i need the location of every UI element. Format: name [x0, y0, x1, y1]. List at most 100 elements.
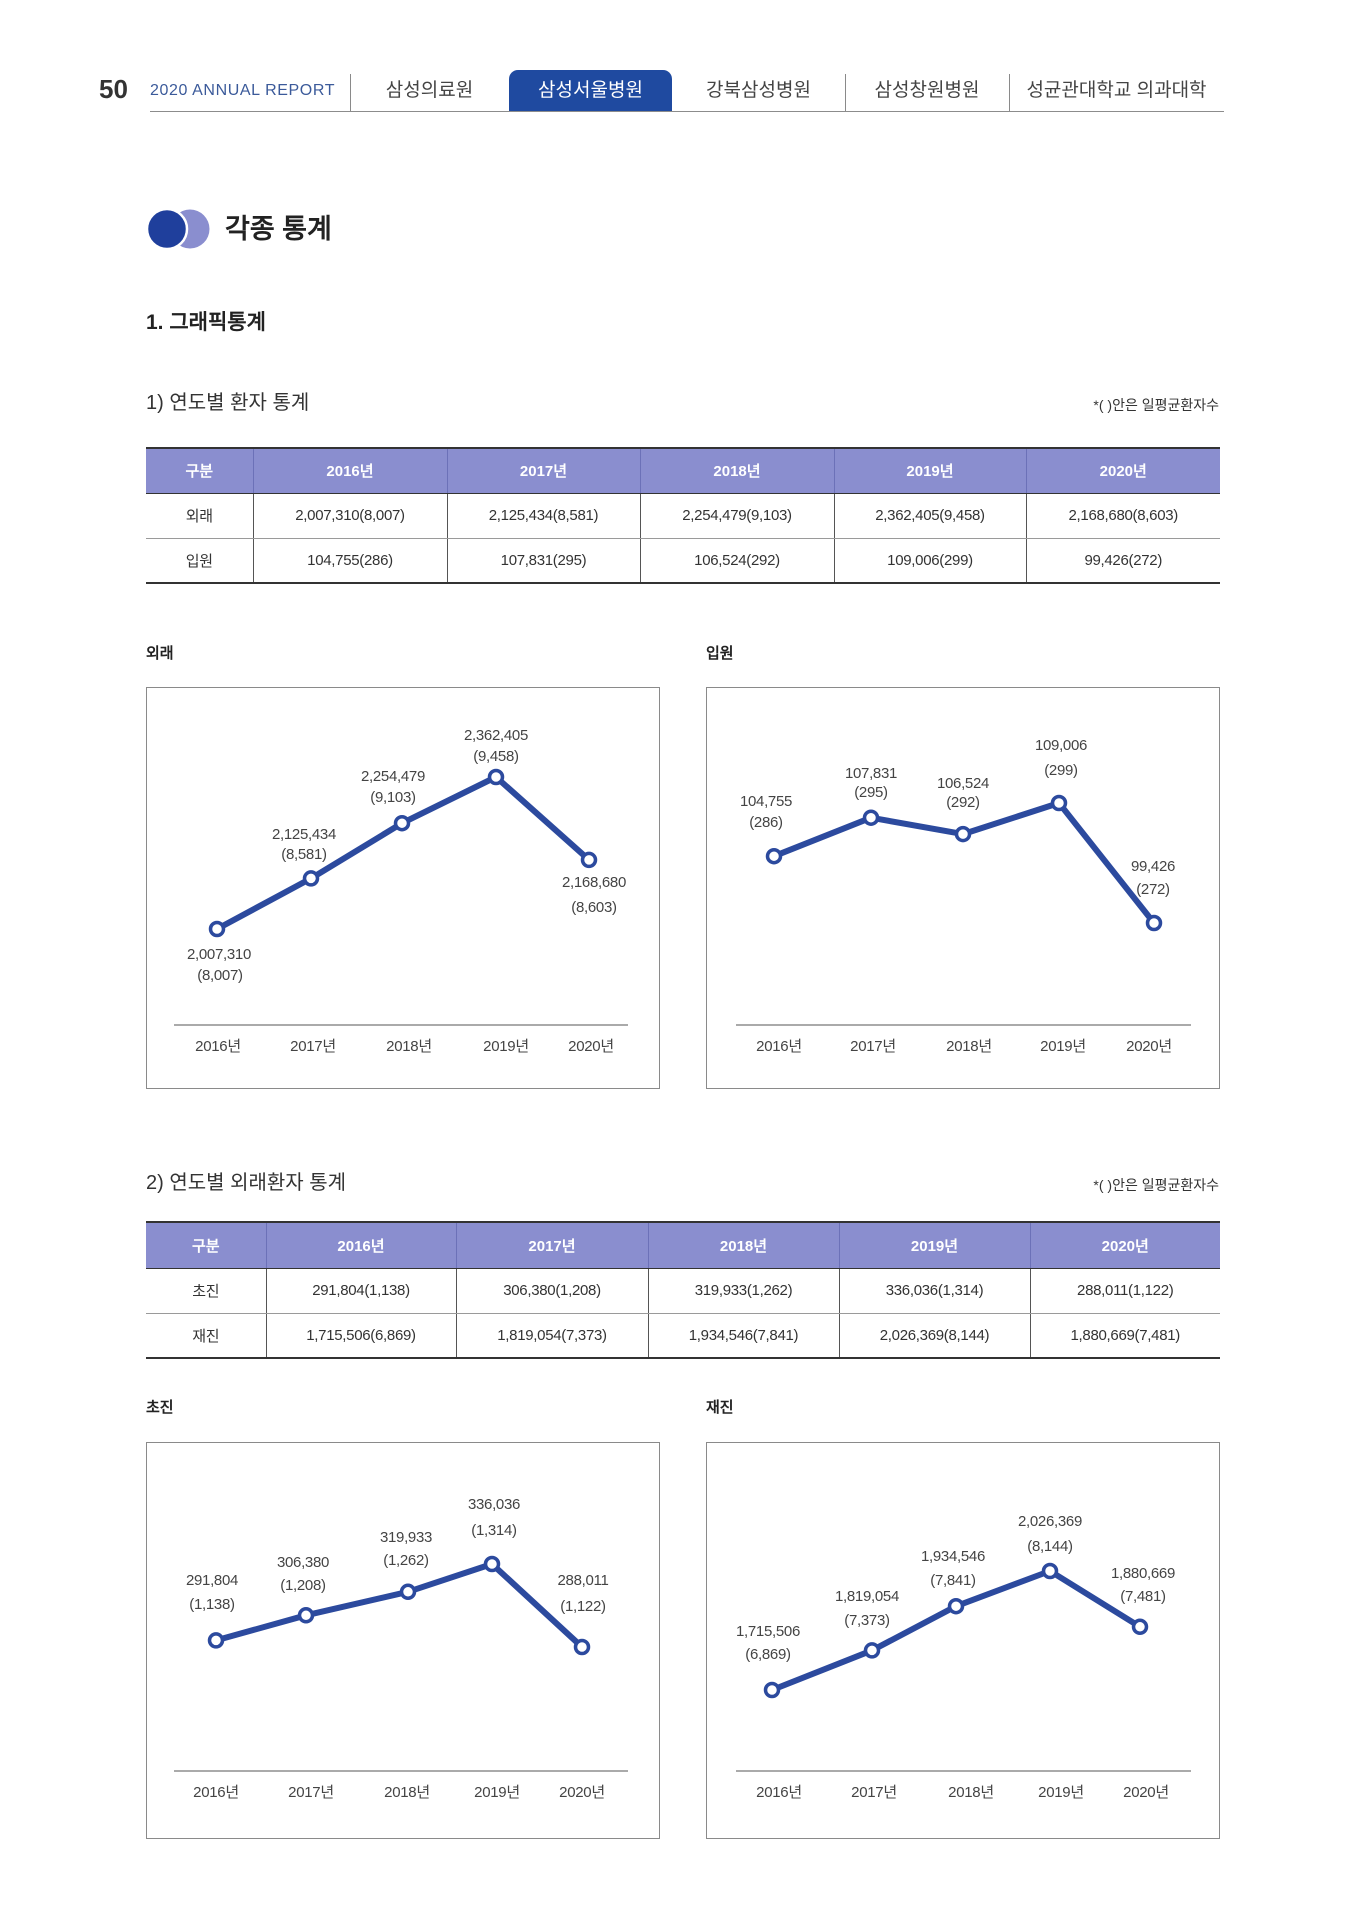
table-header-cell: 2017년 [446, 448, 640, 494]
x-tick-label: 2016년 [756, 1784, 802, 1801]
inpatient-chart: 104,755 (286) 107,831 (295) 106,524 (292) 109,… [706, 687, 1220, 1089]
daily-average-note: *( )안은 일평균환자수 [1093, 1177, 1219, 1193]
table-cell: 107,831(295) [446, 538, 640, 583]
value-label: 99,426 [1131, 858, 1175, 875]
tab-samsung-seoul-hospital[interactable]: 삼성서울병원 [509, 70, 672, 111]
x-tick-label: 2020년 [1123, 1784, 1169, 1801]
daily-average-label: (1,122) [560, 1598, 606, 1615]
data-point [573, 1638, 591, 1656]
table-cell: 1,715,506(6,869) [265, 1313, 456, 1358]
table-header-cell: 2020년 [1025, 448, 1220, 494]
section-title: 각종 통계 [225, 214, 332, 244]
daily-average-label: (1,208) [280, 1577, 326, 1594]
daily-average-label: (272) [1136, 881, 1170, 898]
data-point [393, 814, 411, 832]
daily-average-label: (1,138) [189, 1596, 235, 1613]
table-header-cell: 2017년 [455, 1222, 648, 1269]
value-label: 109,006 [1035, 737, 1087, 754]
header-divider [150, 111, 1224, 112]
data-point [1050, 794, 1068, 812]
data-point [207, 1632, 225, 1649]
data-point [487, 768, 505, 786]
table-cell: 306,380(1,208) [455, 1268, 648, 1314]
table-header-cell: 2019년 [833, 448, 1026, 494]
value-label: 1,819,054 [835, 1588, 899, 1605]
value-label: 319,933 [380, 1529, 432, 1546]
table-header-cell: 구분 [146, 448, 253, 494]
daily-average-label: (286) [749, 814, 783, 831]
daily-average-label: (9,103) [370, 789, 416, 806]
table-header-row: 구분 2016년 2017년 2018년 2019년 2020년 [146, 448, 1220, 494]
value-label: 1,934,546 [921, 1548, 985, 1565]
series-line [771, 800, 1157, 926]
daily-average-label: (8,581) [281, 846, 327, 863]
table-header-cell: 2016년 [265, 1222, 456, 1269]
tab-divider [845, 74, 846, 111]
x-tick-label: 2020년 [1126, 1038, 1172, 1055]
data-point [483, 1555, 501, 1573]
value-label: 288,011 [557, 1572, 608, 1589]
table-row: 초진 291,804(1,138) 306,380(1,208) 319,933… [146, 1268, 1220, 1314]
daily-average-label: (292) [946, 794, 980, 811]
daily-average-label: (7,373) [844, 1612, 890, 1629]
value-label: 107,831 [845, 765, 897, 782]
tab-samsung-medical-center[interactable]: 삼성의료원 [385, 80, 474, 101]
report-title: 2020 ANNUAL REPORT [150, 82, 336, 99]
x-tick-label: 2019년 [1038, 1784, 1084, 1801]
return-visit-chart-plot: 1,715,506 (6,869) 1,819,054 (7,373) 1,934,54… [736, 1513, 1191, 1801]
table-header-cell: 2019년 [838, 1222, 1030, 1269]
daily-average-label: (9,458) [473, 748, 519, 765]
tab-divider [1009, 74, 1010, 111]
value-label: 2,026,369 [1018, 1513, 1082, 1530]
daily-average-label: (8,603) [571, 899, 617, 916]
section-bullet-icon [146, 208, 210, 250]
x-tick-label: 2017년 [290, 1038, 336, 1055]
outpatient-chart-plot: 2,007,310 (8,007) 2,125,434 (8,581) 2,254,47… [174, 727, 628, 1055]
table-cell: 1,819,054(7,373) [455, 1313, 648, 1358]
table-cell: 1,880,669(7,481) [1029, 1313, 1220, 1358]
return-visit-chart: 1,715,506 (6,869) 1,819,054 (7,373) 1,934,54… [706, 1442, 1220, 1839]
daily-average-label: (1,262) [383, 1552, 429, 1569]
outpatient-chart: 2,007,310 (8,007) 2,125,434 (8,581) 2,254,47… [146, 687, 660, 1089]
value-label: 104,755 [740, 793, 792, 810]
daily-average-note: *( )안은 일평균환자수 [1093, 397, 1219, 413]
chart-title-first-visit: 초진 [146, 1399, 174, 1416]
data-point [297, 1607, 315, 1624]
data-point [302, 870, 320, 887]
table-header-cell: 2016년 [252, 448, 447, 494]
x-tick-label: 2019년 [1040, 1038, 1086, 1055]
x-tick-label: 2018년 [384, 1784, 430, 1801]
table-header-row: 구분 2016년 2017년 2018년 2019년 2020년 [146, 1222, 1220, 1269]
daily-average-label: (7,841) [930, 1572, 976, 1589]
daily-average-label: (295) [854, 784, 888, 801]
patient-stats-table: 구분 2016년 2017년 2018년 2019년 2020년 외래 2,00… [146, 447, 1220, 584]
table-cell: 2,007,310(8,007) [252, 493, 447, 539]
tab-skku-school-of-medicine[interactable]: 성균관대학교 의과대학 [1026, 80, 1207, 101]
x-tick-label: 2016년 [756, 1038, 802, 1055]
x-tick-label: 2018년 [946, 1038, 992, 1055]
first-visit-chart-plot: 291,804 (1,138) 306,380 (1,208) 319,933 (1,26… [174, 1496, 628, 1801]
table-cell: 109,006(299) [833, 538, 1026, 583]
data-point [399, 1583, 417, 1601]
chart-title-outpatient: 외래 [146, 645, 174, 662]
table-header-cell: 구분 [146, 1222, 266, 1269]
value-label: 2,362,405 [464, 727, 528, 744]
tab-samsung-changwon-hospital[interactable]: 삼성창원병원 [874, 80, 980, 101]
row-label: 외래 [146, 493, 253, 539]
outpatient-stats-table: 구분 2016년 2017년 2018년 2019년 2020년 초진 291,… [146, 1221, 1220, 1359]
page-number: 50 [99, 74, 128, 104]
value-label: 2,168,680 [562, 874, 626, 891]
tab-kangbuk-samsung-hospital[interactable]: 강북삼성병원 [706, 80, 811, 101]
table-row: 재진 1,715,506(6,869) 1,819,054(7,373) 1,9… [146, 1313, 1220, 1358]
value-label: 2,254,479 [361, 768, 425, 785]
data-point [947, 1597, 965, 1615]
table-cell: 2,362,405(9,458) [833, 493, 1026, 539]
data-point [863, 1642, 881, 1659]
chart-title-inpatient: 입원 [706, 645, 734, 662]
table-header-cell: 2020년 [1029, 1222, 1220, 1269]
subsection-title: 1. 그래픽통계 [146, 311, 266, 334]
daily-average-label: (1,314) [471, 1522, 517, 1539]
data-point [208, 920, 226, 938]
table-cell: 2,168,680(8,603) [1025, 493, 1220, 539]
value-label: 1,880,669 [1111, 1565, 1175, 1582]
